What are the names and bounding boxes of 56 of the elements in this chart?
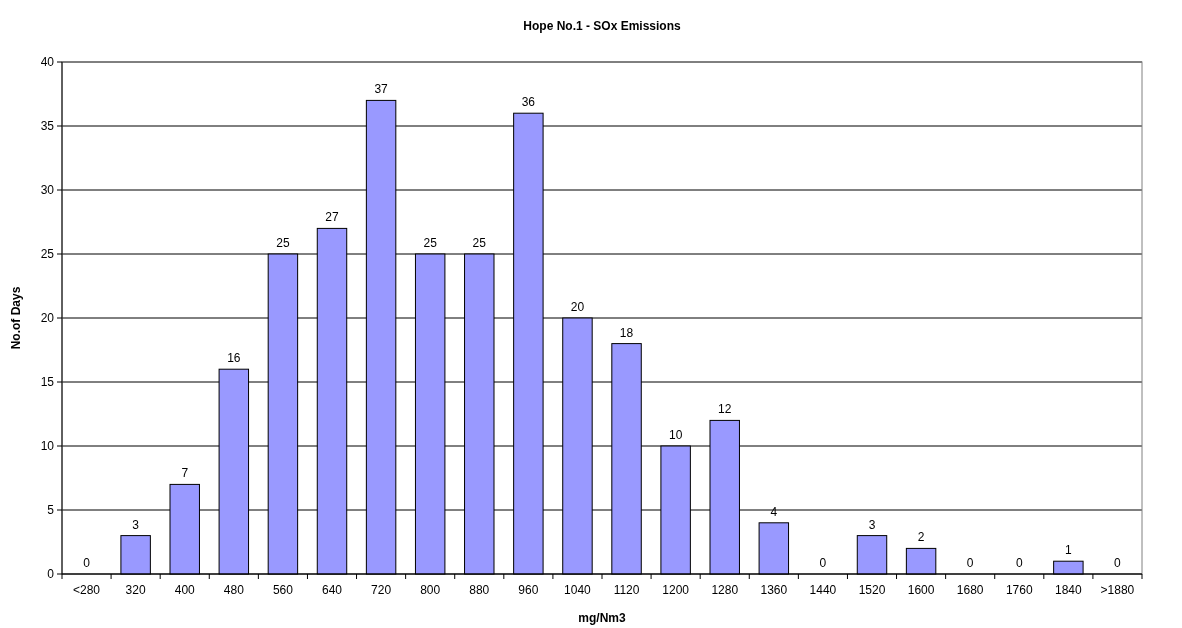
data-label: 0: [966, 556, 974, 570]
x-tick-label: 880: [469, 583, 490, 597]
x-tick-label: 800: [420, 583, 441, 597]
chart-title: Hope No.1 - SOx Emissions: [523, 19, 682, 33]
x-tick-label: >1880: [1100, 583, 1135, 597]
x-tick-label: 1040: [564, 583, 592, 597]
y-tick-label: 10: [40, 439, 55, 454]
y-tick-label: 5: [47, 503, 55, 518]
data-label: 12: [718, 402, 732, 417]
data-label: 25: [472, 236, 487, 250]
x-tick-label: 1520: [858, 583, 886, 597]
y-tick-label: 40: [40, 55, 55, 70]
x-tick-label: 1600: [907, 583, 935, 597]
x-tick-label: <280: [73, 583, 101, 597]
x-tick-label: 1280: [711, 583, 739, 597]
x-tick-label: 960: [518, 583, 539, 597]
data-label: 16: [227, 351, 241, 366]
x-axis-title: mg/Nm3: [578, 611, 626, 625]
data-label: 2: [917, 530, 925, 545]
x-tick-label: 1760: [1005, 583, 1033, 597]
x-tick-label: 400: [174, 583, 196, 597]
x-tick-label: 1200: [662, 583, 690, 597]
y-tick-label: 35: [40, 119, 55, 134]
x-tick-label: 640: [321, 583, 343, 597]
y-tick-label: 0: [47, 567, 55, 582]
data-label: 0: [819, 556, 827, 570]
data-label: 7: [181, 466, 189, 481]
x-tick-label: 1840: [1055, 583, 1083, 597]
data-label: 4: [770, 504, 778, 519]
data-label: 37: [374, 82, 389, 97]
data-label: 25: [423, 236, 438, 250]
x-tick-label: 320: [125, 583, 146, 597]
y-tick-label: 15: [40, 375, 55, 390]
x-tick-label: 1120: [613, 583, 640, 597]
x-tick-label: 1440: [809, 583, 837, 597]
y-tick-label: 20: [40, 311, 55, 326]
data-label: 20: [570, 300, 585, 314]
data-label: 0: [83, 556, 91, 570]
data-label: 3: [132, 517, 140, 532]
data-label: 27: [325, 210, 339, 225]
y-axis-title: No.of Days: [9, 286, 23, 350]
x-tick-label: 560: [272, 583, 294, 597]
data-label: 0: [1015, 556, 1023, 570]
y-tick-label: 25: [40, 247, 55, 262]
x-tick-label: 1360: [760, 583, 788, 597]
data-label: 18: [619, 325, 634, 340]
data-label: 0: [1114, 556, 1122, 570]
data-label: 25: [276, 236, 290, 250]
data-label: 36: [521, 95, 536, 110]
x-tick-label: 480: [223, 583, 245, 597]
data-label: 3: [868, 517, 876, 532]
y-tick-label: 30: [40, 183, 55, 198]
x-tick-label: 720: [371, 583, 392, 597]
x-tick-label: 1680: [956, 583, 984, 597]
data-label: 1: [1065, 543, 1073, 558]
data-label: 10: [668, 428, 683, 442]
